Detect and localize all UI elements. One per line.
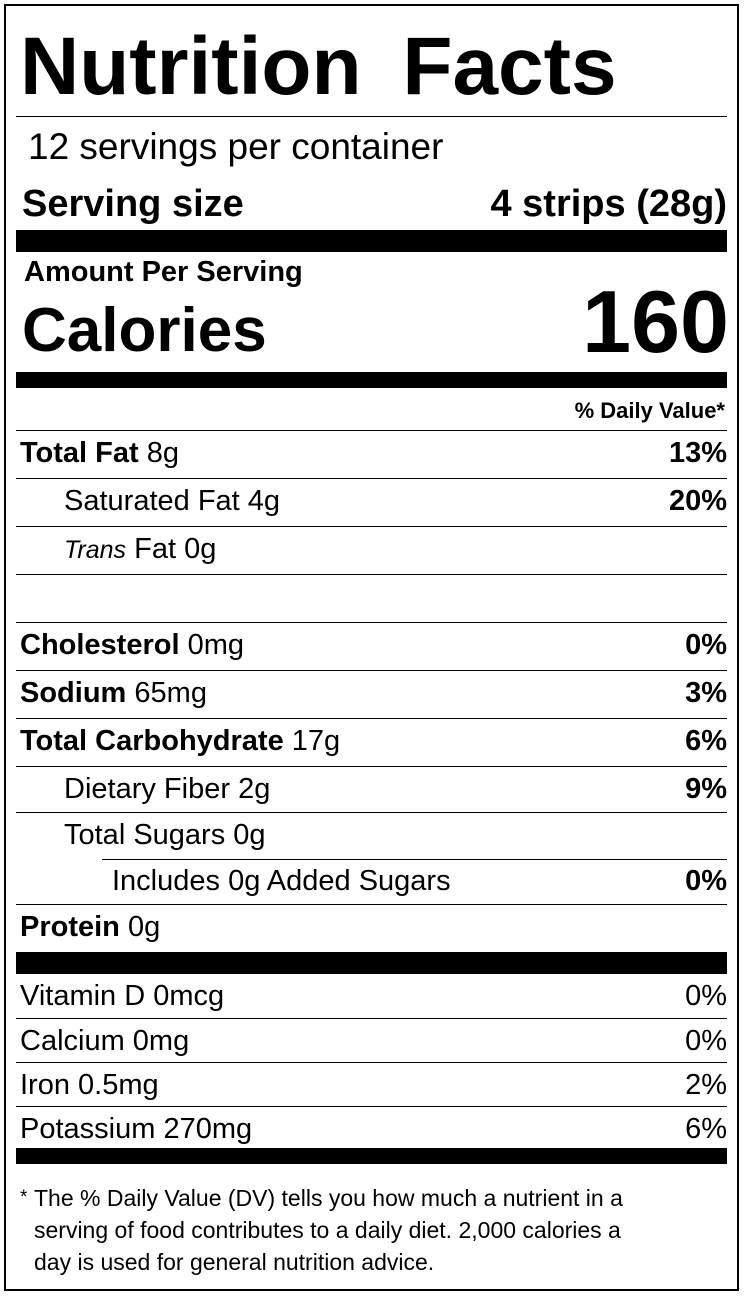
divider: [16, 526, 727, 527]
vitamin-dv: 6%: [685, 1113, 727, 1145]
nutrient-name: Cholesterol: [20, 629, 180, 661]
nutrient-amount: 0g: [233, 819, 266, 851]
divider: [16, 574, 727, 575]
calories-value: 160: [582, 272, 729, 371]
servings-per-container: 12 servings per container: [28, 126, 444, 167]
nutrient-row-cholesterol: Cholesterol 0mg 0%: [16, 623, 727, 669]
nutrient-dv: 13%: [668, 437, 727, 469]
nutrient-dv: 0%: [685, 629, 727, 661]
nutrient-amount: 0mg: [187, 629, 245, 661]
nutrition-facts-label: Nutrition Facts 12 servings per containe…: [4, 4, 739, 1291]
nutrient-amount: 0g: [184, 533, 217, 565]
nutrient-amount: 65mg: [134, 677, 207, 709]
calories-label: Calories: [22, 296, 267, 365]
vitamin-dv: 0%: [685, 1025, 727, 1057]
vitamin-name: Iron 0.5mg: [20, 1069, 159, 1101]
nutrient-name: Total Fat: [20, 437, 139, 469]
nutrient-row-sodium: Sodium 65mg 3%: [16, 671, 727, 717]
nutrient-amount: 8g: [146, 437, 180, 469]
amount-per-serving: Amount Per Serving: [24, 256, 303, 288]
divider: [16, 670, 727, 671]
nutrient-row-dietary-fiber: Dietary Fiber 2g 9%: [16, 767, 727, 813]
footnote: * The % Daily Value (DV) tells you how m…: [20, 1182, 720, 1278]
divider: [16, 430, 727, 431]
vitamin-row-calcium: Calcium 0mg 0%: [16, 1019, 727, 1065]
vitamin-row-iron: Iron 0.5mg 2%: [16, 1063, 727, 1109]
divider: [16, 718, 727, 719]
daily-value-header: % Daily Value*: [574, 398, 725, 423]
nutrient-row-total-sugars: Total Sugars 0g: [16, 813, 727, 859]
vitamin-name: Calcium 0mg: [20, 1025, 190, 1057]
nutrient-name: Total Carbohydrate: [20, 725, 284, 757]
nutrient-name: Fat: [134, 533, 177, 565]
medium-divider: [16, 1148, 727, 1164]
nutrient-dv: 6%: [685, 725, 727, 757]
nutrient-row-added-sugars: Includes 0g Added Sugars 0%: [16, 859, 727, 905]
vitamin-name: Vitamin D 0mcg: [20, 980, 225, 1012]
divider: [16, 904, 727, 905]
divider: [16, 1062, 727, 1063]
thick-divider: [16, 230, 727, 252]
vitamin-row-vitamin-d: Vitamin D 0mcg 0%: [16, 974, 727, 1020]
nutrient-row-saturated-fat: Saturated Fat 4g 20%: [16, 479, 727, 525]
vitamin-dv: 0%: [685, 980, 727, 1012]
nutrient-dv: 20%: [668, 485, 727, 517]
serving-size-value: 4 strips (28g): [490, 183, 727, 225]
label-title: Nutrition Facts: [20, 21, 617, 112]
nutrient-row-trans-fat: Trans Fat 0g: [16, 527, 727, 573]
footnote-text: The % Daily Value (DV) tells you how muc…: [34, 1185, 623, 1275]
nutrient-amount: 2g: [238, 773, 271, 805]
divider: [16, 1106, 727, 1107]
nutrient-name: Includes 0g Added Sugars: [112, 865, 451, 897]
nutrient-amount: 0g: [127, 911, 161, 943]
divider: [16, 1018, 727, 1019]
nutrient-amount: 4g: [247, 485, 281, 517]
vitamin-row-potassium: Potassium 270mg 6%: [16, 1107, 727, 1153]
nutrient-dv: 3%: [685, 677, 727, 709]
nutrient-name: Total Sugars: [64, 819, 226, 851]
divider: [102, 859, 727, 860]
divider: [16, 478, 727, 479]
footnote-asterisk: *: [20, 1187, 28, 1208]
nutrient-row-total-fat: Total Fat 8g 13%: [16, 431, 727, 477]
vitamin-dv: 2%: [685, 1069, 727, 1101]
nutrient-name-italic: Trans: [64, 536, 127, 564]
thick-divider: [16, 952, 727, 974]
serving-size-label: Serving size: [22, 183, 244, 225]
nutrient-name: Dietary Fiber: [64, 773, 230, 805]
nutrient-row-protein: Protein 0g: [16, 905, 727, 951]
vitamin-name: Potassium 270mg: [20, 1113, 253, 1145]
nutrient-name: Saturated Fat: [64, 485, 240, 517]
divider: [16, 766, 727, 767]
divider: [16, 622, 727, 623]
nutrient-row-total-carbohydrate: Total Carbohydrate 17g 6%: [16, 719, 727, 765]
nutrient-name: Protein: [20, 911, 120, 943]
divider: [16, 116, 727, 117]
nutrient-name: Sodium: [20, 677, 127, 709]
nutrient-amount: 17g: [291, 725, 341, 757]
nutrient-dv: 9%: [685, 773, 727, 805]
medium-divider: [16, 372, 727, 388]
divider: [16, 812, 727, 813]
nutrient-dv: 0%: [685, 865, 727, 897]
